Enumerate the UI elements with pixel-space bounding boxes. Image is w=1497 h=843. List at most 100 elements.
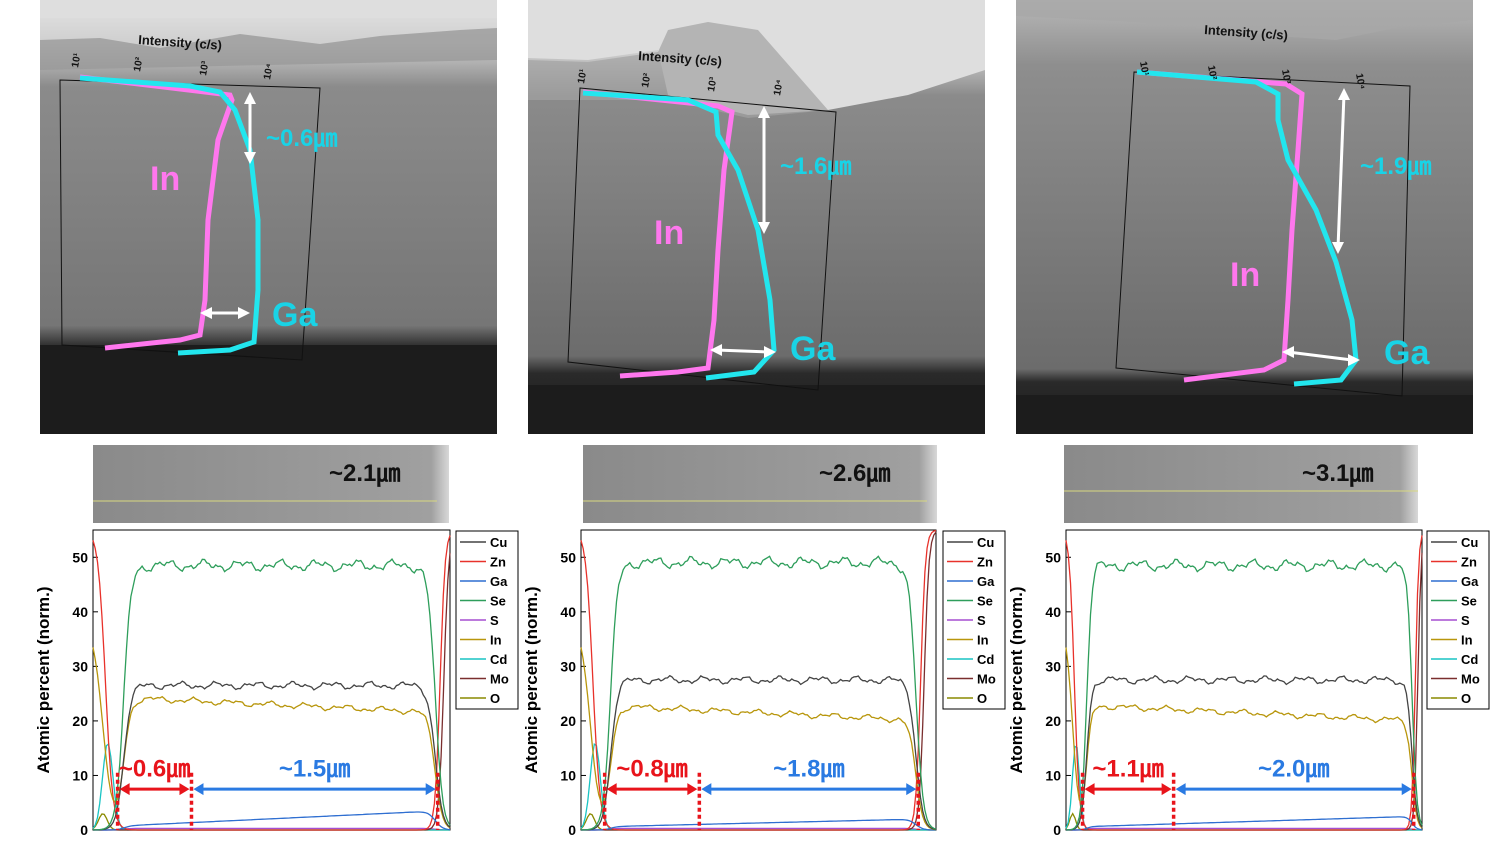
- panel-1: Intensity (c/s) 10¹ 10² 10³ 10⁴ In Ga ~0…: [40, 0, 500, 843]
- y-tick-label: 40: [1045, 604, 1061, 620]
- series-ga: [1066, 816, 1423, 831]
- legend-label-o: O: [977, 691, 987, 706]
- legend-label-cd: Cd: [1461, 652, 1478, 667]
- sem-thickness-label: ~2.1㎛: [329, 460, 400, 488]
- tem-ga-label: Ga: [1384, 334, 1430, 372]
- red-arrow-head: [179, 783, 190, 796]
- series-ga: [581, 818, 937, 831]
- series-in: [92, 647, 451, 829]
- sem-strip-1: ~2.1㎛: [93, 445, 449, 523]
- red-arrow-head: [1084, 783, 1095, 796]
- plot-frame: [92, 529, 451, 831]
- legend-label-cu: Cu: [977, 535, 994, 550]
- legend-label-cu: Cu: [490, 535, 507, 550]
- y-tick-label: 10: [1045, 767, 1061, 783]
- sem-strip-3: ~3.1㎛: [1064, 445, 1418, 523]
- y-tick-label: 0: [568, 822, 576, 838]
- tem-tick: 10²: [1205, 65, 1218, 82]
- legend-label-zn: Zn: [490, 555, 506, 570]
- legend-label-zn: Zn: [977, 555, 993, 570]
- tem-axis-title: Intensity (c/s): [1204, 22, 1289, 43]
- legend-label-se: Se: [1461, 594, 1477, 609]
- red-arrow-head: [1161, 783, 1172, 796]
- legend-label-mo: Mo: [1461, 672, 1480, 687]
- y-tick-label: 50: [560, 549, 576, 565]
- blue-depth-label: ~2.0㎛: [1258, 756, 1329, 784]
- tem-in-label: In: [654, 214, 684, 252]
- tem-depth-label: ~1.6㎛: [780, 153, 851, 181]
- eds-chart-2: 0 10 20 30 40 50 Atomic percent (norm.) ~0.8㎛ ~1…: [522, 529, 1006, 838]
- y-tick-label: 30: [1045, 658, 1061, 674]
- tem-in-label: In: [150, 160, 180, 198]
- legend-label-o: O: [1461, 691, 1471, 706]
- legend-label-ga: Ga: [1461, 574, 1479, 589]
- tem-tick: 10²: [132, 56, 145, 73]
- legend-label-cd: Cd: [977, 652, 994, 667]
- legend-label-ga: Ga: [490, 574, 508, 589]
- series-zn: [580, 529, 937, 831]
- tem-image-2: Intensity (c/s) 10¹ 10² 10³ 10⁴ In Ga ~1…: [528, 0, 985, 434]
- tem-tick: 10⁴: [262, 63, 276, 81]
- legend-label-mo: Mo: [490, 672, 509, 687]
- series-s: [93, 827, 451, 831]
- series-in: [1065, 647, 1423, 829]
- tem-axis-title: Intensity (c/s): [638, 48, 723, 69]
- tem-tick: 10¹: [576, 68, 589, 85]
- blue-arrow-head: [1401, 783, 1412, 796]
- tem-tick: 10³: [706, 76, 719, 93]
- blue-arrow-head: [425, 783, 436, 796]
- red-arrow-head: [606, 783, 617, 796]
- legend-label-in: In: [1461, 633, 1473, 648]
- y-tick-label: 30: [560, 658, 576, 674]
- sem-thickness-label: ~2.6㎛: [819, 460, 890, 488]
- red-arrow-head: [119, 783, 130, 796]
- tem-tick: 10⁴: [1353, 73, 1367, 91]
- series-s: [581, 827, 936, 831]
- y-tick-label: 20: [72, 713, 88, 729]
- tem-depth-label: ~0.6㎛: [266, 125, 337, 153]
- legend-label-o: O: [490, 691, 500, 706]
- tem-axis-title: Intensity (c/s): [138, 32, 223, 53]
- tem-ga-label: Ga: [790, 330, 836, 368]
- series-se: [93, 557, 451, 831]
- legend-label-s: S: [1461, 613, 1470, 628]
- tem-image-3: Intensity (c/s) 10¹ 10² 10³ 10⁴ In Ga ~1…: [1016, 0, 1473, 434]
- legend-label-s: S: [977, 613, 986, 628]
- legend: Cu Zn Ga Se S In Cd Mo O: [1426, 530, 1490, 710]
- tem-in-label: In: [1230, 256, 1260, 294]
- plot-frame: [1065, 529, 1423, 831]
- tem-tick: 10¹: [70, 52, 83, 69]
- legend-label-se: Se: [490, 594, 506, 609]
- red-depth-label: ~1.1㎛: [1092, 756, 1163, 784]
- tem-tick: 10¹: [1137, 61, 1150, 78]
- y-axis-label: Atomic percent (norm.): [1007, 586, 1026, 773]
- tem-tick: 10³: [1279, 69, 1292, 86]
- legend-label-in: In: [977, 633, 989, 648]
- blue-arrow-head: [1175, 783, 1186, 796]
- eds-chart-3: 0 10 20 30 40 50 Atomic percent (norm.) ~1.1㎛ ~2…: [1007, 529, 1490, 838]
- series-ga: [93, 811, 451, 831]
- blue-arrow-head: [701, 783, 712, 796]
- red-depth-label: ~0.8㎛: [616, 756, 687, 784]
- series-cu: [1065, 674, 1423, 831]
- legend-label-ga: Ga: [977, 574, 995, 589]
- y-tick-label: 0: [80, 822, 88, 838]
- series-se: [1065, 557, 1423, 831]
- blue-depth-label: ~1.8㎛: [773, 756, 844, 784]
- series-cu: [580, 674, 937, 831]
- series-zn: [1065, 535, 1423, 831]
- sem-strip-2: ~2.6㎛: [583, 445, 937, 523]
- y-tick-label: 50: [1045, 549, 1061, 565]
- legend-label-cd: Cd: [490, 652, 507, 667]
- series-s: [1066, 827, 1423, 831]
- panel-3: Intensity (c/s) 10¹ 10² 10³ 10⁴ In Ga ~1…: [1016, 0, 1476, 843]
- y-tick-label: 50: [72, 549, 88, 565]
- sem-thickness-label: ~3.1㎛: [1302, 460, 1373, 488]
- tem-ga-label: Ga: [272, 296, 318, 334]
- blue-depth-label: ~1.5㎛: [279, 756, 350, 784]
- tem-tick: 10³: [198, 60, 211, 77]
- tem-tick: 10⁴: [772, 79, 786, 97]
- legend-label-se: Se: [977, 594, 993, 609]
- blue-arrow-head: [906, 783, 917, 796]
